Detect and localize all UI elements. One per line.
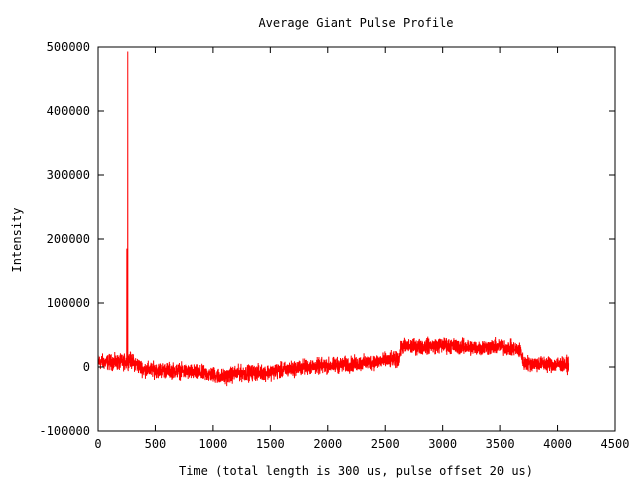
x-tick-label: 1500	[256, 437, 285, 451]
y-tick-label: 500000	[47, 40, 90, 54]
x-axis: 0 500 1000 1500 2000 2500 3000 3500 4000 4500	[94, 47, 629, 451]
y-tick-label: 0	[83, 360, 90, 374]
y-axis: -100000 0 100000 200000 300000 400000 500000	[39, 40, 615, 438]
x-tick-label: 3500	[486, 437, 515, 451]
y-tick-label: 400000	[47, 104, 90, 118]
x-tick-label: 1000	[198, 437, 227, 451]
x-tick-label: 2000	[313, 437, 342, 451]
x-tick-label: 4000	[543, 437, 572, 451]
y-tick-label: 300000	[47, 168, 90, 182]
y-axis-label: Intensity	[10, 207, 24, 272]
plot-area	[97, 51, 570, 387]
x-tick-label: 4500	[601, 437, 630, 451]
x-tick-label: 0	[94, 437, 101, 451]
series-line	[97, 51, 570, 387]
x-tick-label: 2500	[371, 437, 400, 451]
chart-title: Average Giant Pulse Profile	[258, 16, 453, 30]
y-tick-label: 200000	[47, 232, 90, 246]
y-tick-label: -100000	[39, 424, 90, 438]
x-axis-label: Time (total length is 300 us, pulse offs…	[179, 464, 533, 478]
x-tick-label: 3000	[428, 437, 457, 451]
x-tick-label: 500	[145, 437, 167, 451]
y-tick-label: 100000	[47, 296, 90, 310]
